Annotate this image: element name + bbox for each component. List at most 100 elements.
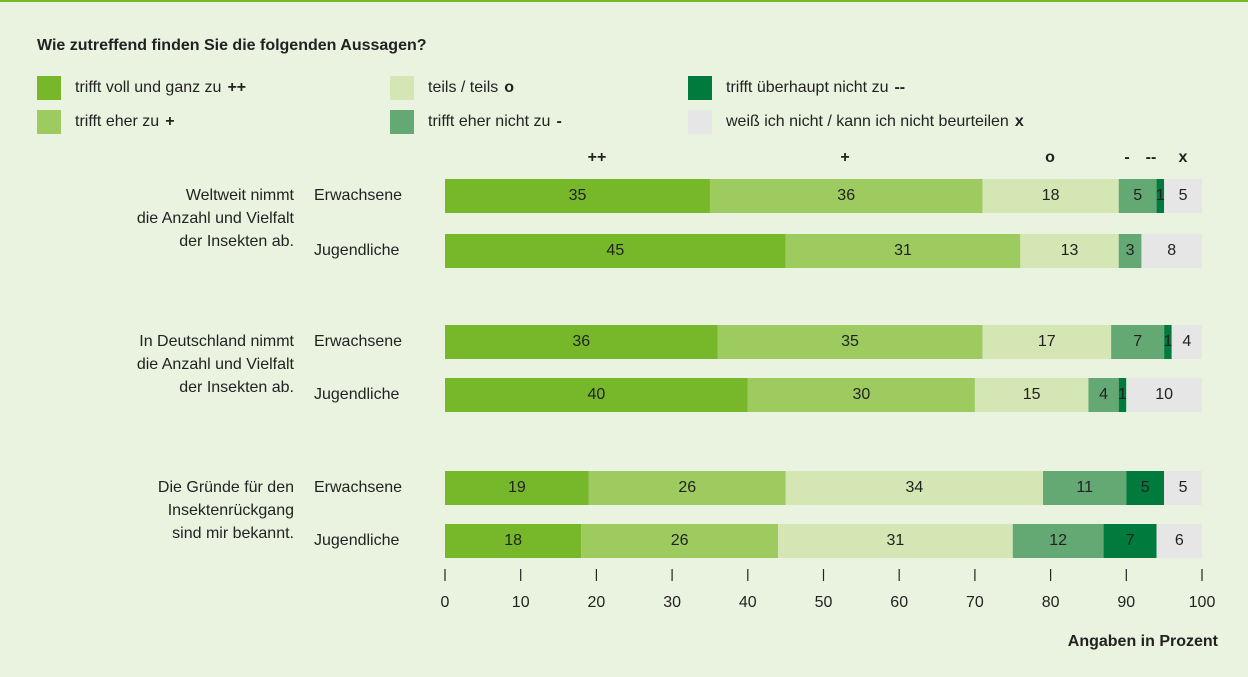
bar-segment	[982, 325, 1112, 359]
bar-segment	[1020, 234, 1119, 268]
data-label: 26	[671, 532, 689, 549]
bar-segment	[581, 524, 779, 558]
bar-segment	[1043, 471, 1127, 505]
bar-segment	[709, 179, 983, 213]
bar-segment	[445, 524, 582, 558]
data-label: 12	[1049, 532, 1067, 549]
data-label: 19	[508, 479, 526, 496]
bar-segment	[785, 234, 1021, 268]
bar-segment	[1118, 179, 1157, 213]
x-tick-label: 20	[588, 594, 606, 611]
legend-swatch	[37, 76, 61, 100]
x-tick-label: 0	[441, 594, 450, 611]
legend-name: trifft eher nicht zu	[428, 113, 550, 130]
bar-segment	[1164, 471, 1202, 505]
legend-swatch	[688, 110, 712, 134]
legend-symbol: +	[165, 113, 174, 130]
column-symbol: ++	[588, 149, 607, 166]
x-tick-label: 30	[663, 594, 681, 611]
group-label: die Anzahl und Vielfalt	[137, 356, 295, 373]
top-rule	[0, 0, 1248, 2]
bar-segment	[1156, 524, 1202, 558]
group-label: Weltweit nimmt	[186, 187, 295, 204]
data-label: 13	[1061, 242, 1079, 259]
data-label: 30	[852, 386, 870, 403]
group-label: der Insekten ab.	[179, 233, 294, 250]
x-tick-label: 50	[815, 594, 833, 611]
legend-name: weiß ich nicht / kann ich nicht beurteil…	[725, 113, 1009, 130]
legend-label: trifft überhaupt nicht zu --	[726, 79, 905, 96]
data-label: 31	[894, 242, 912, 259]
column-symbol: --	[1146, 149, 1157, 166]
bar-segment	[1118, 234, 1142, 268]
data-label: 3	[1126, 242, 1135, 259]
data-label: 45	[606, 242, 624, 259]
category-label: Erwachsene	[314, 333, 402, 350]
x-tick-label: 60	[890, 594, 908, 611]
column-symbol: x	[1179, 149, 1188, 166]
data-label: 1	[1163, 333, 1172, 350]
legend-label: weiß ich nicht / kann ich nicht beurteil…	[725, 113, 1024, 130]
legend-label: teils / teils o	[428, 79, 514, 96]
data-label: 18	[1042, 187, 1060, 204]
data-label: 4	[1099, 386, 1108, 403]
bar-segment	[1012, 524, 1104, 558]
category-label: Jugendliche	[314, 532, 400, 549]
bar-segment	[1156, 179, 1165, 213]
data-label: 5	[1179, 187, 1188, 204]
bar-segment	[1126, 471, 1165, 505]
data-label: 8	[1167, 242, 1176, 259]
x-axis-label: Angaben in Prozent	[1068, 633, 1219, 650]
legend-symbol: --	[894, 79, 905, 96]
data-label: 1	[1118, 386, 1127, 403]
data-label: 7	[1126, 532, 1135, 549]
legend-symbol: ++	[227, 79, 246, 96]
bar-segment	[1164, 325, 1172, 359]
group-label: In Deutschland nimmt	[139, 333, 294, 350]
data-label: 35	[841, 333, 859, 350]
x-tick-label: 100	[1189, 594, 1216, 611]
group-label: Die Gründe für den	[158, 479, 294, 496]
data-label: 17	[1038, 333, 1056, 350]
bar-segment	[445, 325, 718, 359]
data-label: 36	[837, 187, 855, 204]
data-label: 11	[1076, 479, 1093, 496]
legend-name: trifft überhaupt nicht zu	[726, 79, 888, 96]
category-label: Erwachsene	[314, 479, 402, 496]
bar-segment	[778, 524, 1013, 558]
legend-label: trifft eher zu +	[75, 113, 175, 130]
x-tick-label: 80	[1042, 594, 1060, 611]
legend-label: trifft eher nicht zu -	[428, 113, 562, 130]
data-label: 4	[1182, 333, 1191, 350]
legend-name: trifft voll und ganz zu	[75, 79, 221, 96]
legend-name: trifft eher zu	[75, 113, 159, 130]
x-tick-label: 90	[1117, 594, 1135, 611]
data-label: 5	[1179, 479, 1188, 496]
legend-swatch	[390, 76, 414, 100]
bar-segment	[1126, 378, 1202, 412]
category-label: Jugendliche	[314, 242, 400, 259]
data-label: 26	[678, 479, 696, 496]
chart-title: Wie zutreffend finden Sie die folgenden …	[37, 37, 427, 54]
bar-segment	[982, 179, 1119, 213]
data-label: 1	[1156, 187, 1165, 204]
data-label: 40	[588, 386, 606, 403]
data-label: 35	[569, 187, 587, 204]
legend-swatch	[37, 110, 61, 134]
bar-segment	[1088, 378, 1119, 412]
category-label: Erwachsene	[314, 187, 402, 204]
data-label: 18	[504, 532, 522, 549]
data-label: 34	[905, 479, 923, 496]
legend-symbol: -	[556, 113, 561, 130]
legend-symbol: o	[504, 79, 514, 96]
bar-segment	[1118, 378, 1127, 412]
category-label: Jugendliche	[314, 386, 400, 403]
group-label: der Insekten ab.	[179, 379, 294, 396]
bar-segment	[445, 179, 710, 213]
bar-segment	[747, 378, 975, 412]
legend-symbol: x	[1015, 113, 1024, 130]
column-symbol: o	[1045, 149, 1055, 166]
legend-name: teils / teils	[428, 79, 498, 96]
legend-swatch	[390, 110, 414, 134]
